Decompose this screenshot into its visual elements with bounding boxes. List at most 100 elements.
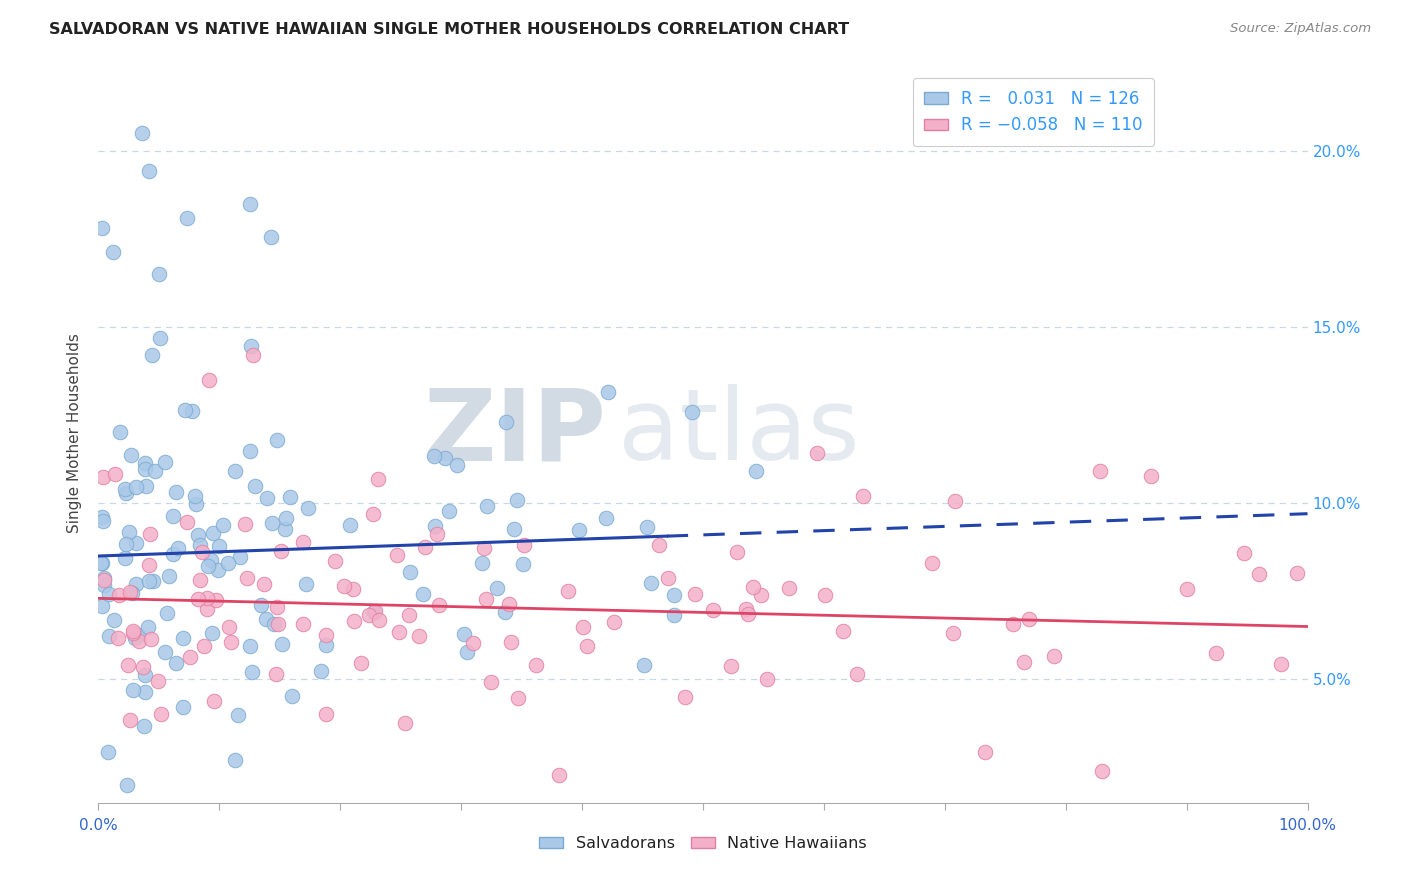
Point	[162, 509, 184, 524]
Point	[702, 603, 724, 617]
Point	[343, 614, 366, 628]
Point	[143, 464, 166, 478]
Point	[157, 568, 180, 582]
Point	[281, 689, 304, 703]
Point	[575, 639, 598, 653]
Point	[91, 510, 114, 524]
Point	[226, 708, 249, 723]
Point	[193, 640, 215, 654]
Point	[150, 707, 173, 722]
Point	[720, 659, 742, 673]
Point	[1043, 648, 1066, 663]
Point	[134, 668, 156, 682]
Point	[134, 462, 156, 476]
Point	[139, 527, 162, 541]
Point	[187, 528, 209, 542]
Point	[453, 626, 475, 640]
Point	[93, 578, 115, 592]
Point	[524, 658, 547, 673]
Point	[662, 588, 685, 602]
Point	[121, 683, 143, 698]
Point	[90, 556, 112, 570]
Point	[148, 267, 170, 281]
Point	[204, 694, 226, 708]
Point	[278, 490, 301, 504]
Point	[831, 624, 853, 638]
Point	[426, 527, 449, 541]
Point	[921, 557, 943, 571]
Point	[1140, 469, 1163, 483]
Point	[315, 638, 337, 652]
Point	[1285, 566, 1308, 581]
Point	[292, 617, 315, 632]
Point	[142, 574, 165, 588]
Point	[211, 518, 233, 533]
Point	[156, 606, 179, 620]
Point	[1091, 764, 1114, 778]
Point	[125, 576, 148, 591]
Point	[260, 229, 283, 244]
Point	[93, 571, 115, 585]
Point	[90, 599, 112, 613]
Point	[291, 535, 314, 549]
Point	[267, 616, 290, 631]
Point	[502, 522, 524, 536]
Point	[104, 467, 127, 481]
Point	[250, 599, 273, 613]
Point	[596, 385, 619, 400]
Point	[139, 632, 162, 646]
Point	[1247, 567, 1270, 582]
Point	[146, 673, 169, 688]
Point	[186, 498, 208, 512]
Point	[323, 554, 346, 568]
Point	[636, 520, 658, 534]
Point	[778, 581, 800, 595]
Point	[218, 620, 240, 634]
Point	[557, 584, 579, 599]
Point	[114, 550, 136, 565]
Point	[548, 768, 571, 782]
Point	[124, 479, 146, 493]
Point	[205, 593, 228, 607]
Point	[262, 516, 284, 531]
Point	[274, 522, 297, 536]
Point	[174, 403, 197, 417]
Point	[155, 645, 177, 659]
Point	[254, 612, 277, 626]
Point	[148, 331, 170, 345]
Point	[479, 675, 502, 690]
Point	[408, 629, 430, 643]
Point	[103, 613, 125, 627]
Point	[124, 631, 146, 645]
Point	[198, 373, 221, 387]
Point	[208, 539, 231, 553]
Point	[201, 626, 224, 640]
Point	[118, 713, 141, 727]
Point	[499, 634, 522, 648]
Point	[648, 538, 671, 552]
Point	[274, 511, 297, 525]
Text: ZIP: ZIP	[423, 384, 606, 481]
Point	[110, 425, 132, 439]
Point	[315, 707, 337, 722]
Point	[398, 608, 420, 623]
Point	[640, 575, 662, 590]
Point	[200, 553, 222, 567]
Point	[190, 573, 212, 587]
Point	[270, 544, 292, 558]
Point	[266, 433, 288, 447]
Point	[188, 538, 211, 552]
Point	[755, 672, 778, 686]
Point	[364, 603, 387, 617]
Point	[97, 745, 120, 759]
Point	[108, 588, 131, 602]
Point	[103, 245, 125, 260]
Point	[217, 556, 239, 570]
Point	[256, 491, 278, 505]
Point	[446, 458, 468, 472]
Point	[153, 455, 176, 469]
Point	[121, 586, 143, 600]
Point	[176, 211, 198, 225]
Point	[179, 649, 201, 664]
Point	[191, 545, 214, 559]
